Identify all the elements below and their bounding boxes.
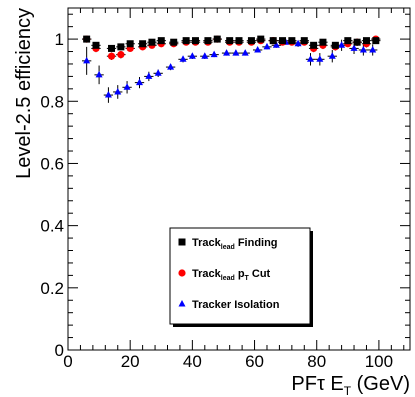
y-tick-label: 0.2 [40,279,64,298]
y-axis-title: Level-2.5 efficiency [13,8,35,179]
data-point-square [257,35,265,43]
data-point-triangle [188,52,196,59]
data-point-triangle [241,49,249,56]
data-point-triangle [83,56,91,64]
data-point-triangle [95,70,103,78]
y-tick-label: 1 [55,30,64,49]
data-point-square [279,37,287,45]
x-tick-label: 0 [63,352,72,371]
data-point-triangle [123,83,131,90]
data-point-triangle [338,41,346,48]
data-point-square [213,35,221,43]
y-tick-label: 0.6 [40,154,64,173]
data-point-triangle [145,72,153,79]
data-point-triangle [114,87,122,95]
data-point-triangle [223,49,231,56]
data-point-square [117,43,125,51]
data-point-square [269,37,277,45]
data-point-square [319,38,327,46]
data-point-triangle [328,52,336,59]
data-point-square [331,41,339,49]
data-point-triangle [359,45,367,53]
data-point-circle [107,52,116,60]
data-point-triangle [232,49,240,56]
markers [83,35,380,98]
x-tick-label: 80 [307,352,326,371]
data-point-square [148,38,156,46]
data-point-triangle [316,55,324,62]
data-point-square [300,37,308,45]
y-tick-label: 0 [55,341,64,360]
data-point-square [310,41,318,49]
data-point-triangle [167,63,175,70]
axis-titles: Level-2.5 efficiency PFτ ET (GeV) [13,8,410,397]
x-tick-label: 100 [365,352,393,371]
data-point-square [288,37,296,45]
legend-entry-label: Tracker Isolation [192,299,280,311]
data-point-triangle [294,39,302,47]
data-point-triangle [179,55,187,62]
data-point-square [170,38,178,46]
data-point-square [235,37,243,45]
x-tick-label: 40 [183,352,202,371]
data-point-square [247,37,255,45]
plot-frame [67,7,411,351]
data-point-square [353,38,361,46]
data-point-square [182,37,190,45]
data-point-triangle [210,50,218,58]
data-point-triangle [263,42,271,50]
x-axis-title: PFτ ET (GeV) [291,373,410,397]
data-point-triangle [307,55,315,62]
axes: 0 20 40 60 80 100 0 0.2 0.4 0.6 0.8 1 [40,7,411,371]
x-tick-label: 60 [245,352,264,371]
data-point-square [344,37,352,45]
data-point-square [191,37,199,45]
y-tick-label: 0.4 [40,217,64,236]
data-point-triangle [350,44,358,51]
data-point-square [362,37,370,45]
data-point-triangle [272,41,280,48]
data-point-triangle [104,91,112,98]
legend-marker-square [178,238,186,246]
data-point-square [157,37,165,45]
data-point-square [108,44,116,52]
legend-marker-circle [178,269,186,277]
data-point-triangle [254,45,262,53]
legend-entry-label: Tracklead Finding [192,237,278,251]
data-point-triangle [201,52,209,59]
data-point-triangle [369,45,377,53]
data-point-triangle [154,69,162,76]
data-point-circle [117,51,125,59]
data-point-square [226,37,234,45]
legend-box [169,227,311,325]
y-tick-label: 0.8 [40,92,64,111]
legend: Tracklead Finding Tracklead pT Cut Tracker… [169,227,313,327]
data-point-square [126,40,134,48]
legend-entry-label: Tracklead pT Cut [192,268,271,282]
data-point-square [92,41,100,49]
data-point-square [204,37,212,45]
data-point-square [83,35,91,43]
x-tick-label: 20 [121,352,140,371]
data-point-triangle [136,78,144,86]
legend-marker-triangle [178,300,186,307]
data-point-square [372,37,380,45]
data-point-square [139,40,147,48]
